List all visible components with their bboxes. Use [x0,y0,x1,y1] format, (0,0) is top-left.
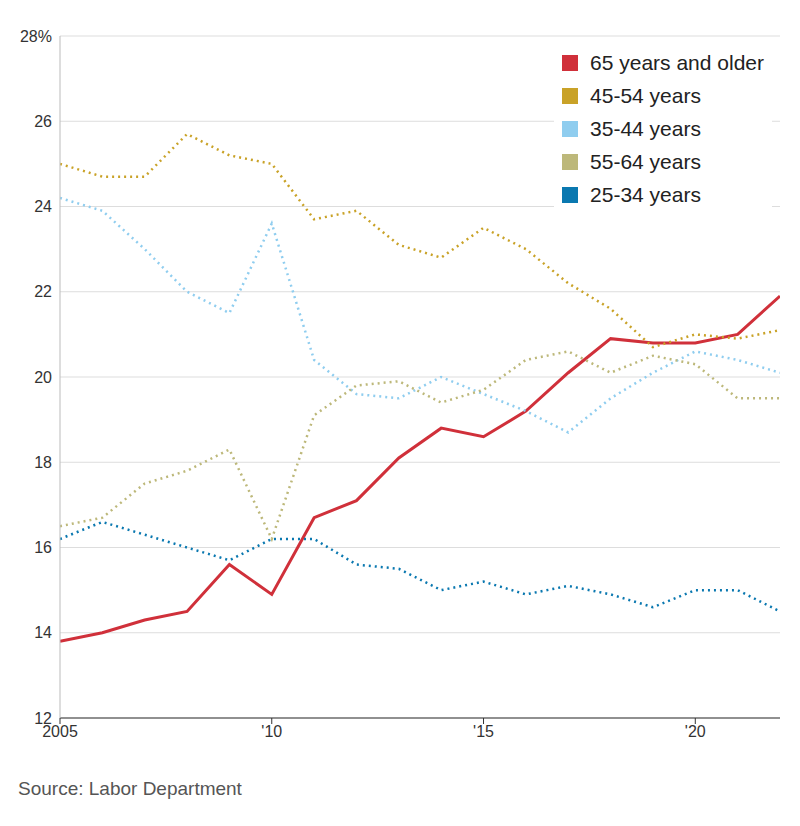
html-text:35-44 years: 35-44 years [590,116,701,140]
svg-text:18: 18 [34,454,52,471]
html-text:25-34 years: 25-34 years [590,182,701,206]
svg-text:2005: 2005 [42,723,78,741]
html-text:Source: Labor Department: Source: Labor Department [18,778,242,799]
svg-text:26: 26 [34,113,52,130]
svg-text:12: 12 [34,710,52,727]
html-text:45-54 years: 45-54 years [590,83,701,107]
svg-text:'15: '15 [473,723,494,740]
html-text:55-64 years: 55-64 years [590,149,701,173]
svg-text:'10: '10 [261,723,282,740]
svg-text:'20: '20 [685,723,706,740]
svg-text:28%: 28% [20,28,52,45]
svg-text:20: 20 [34,369,52,386]
svg-text:16: 16 [34,539,52,556]
svg-text:14: 14 [34,624,52,641]
html-text:65 years and older: 65 years and older [590,50,764,74]
svg-text:22: 22 [34,283,52,300]
svg-text:24: 24 [34,198,52,215]
